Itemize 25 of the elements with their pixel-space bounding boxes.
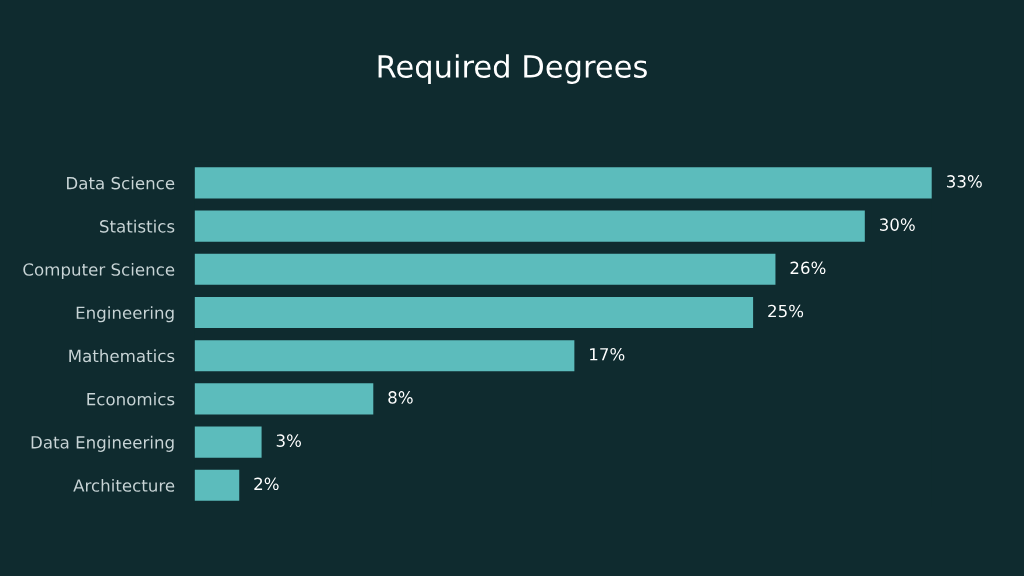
bar [194,340,575,372]
data-label: 26% [790,261,826,275]
y-tick-label: Statistics [100,219,175,233]
data-label: 17% [590,347,625,361]
bar [194,469,240,501]
bar [194,426,262,458]
data-label: 3% [276,434,301,447]
bar [194,296,754,329]
data-label: 2% [254,477,279,491]
y-tick-label: Engineering [76,306,174,323]
y-tick-label: Architecture [73,478,175,492]
chart-title: Required Degrees [378,54,647,84]
bar [194,210,865,242]
y-tick-label: Data Engineering [31,435,174,452]
y-tick-label: Data Science [67,176,175,190]
data-label: 25% [768,304,804,318]
y-tick-label: Computer Science [23,262,175,280]
y-tick-label: Economics [87,392,175,406]
data-label: 33% [947,175,982,188]
y-tick-label: Mathematics [69,349,175,363]
data-label: 30% [879,218,915,231]
bar [194,383,374,415]
bar [194,253,776,285]
bar [194,167,932,199]
data-label: 8% [388,391,413,404]
